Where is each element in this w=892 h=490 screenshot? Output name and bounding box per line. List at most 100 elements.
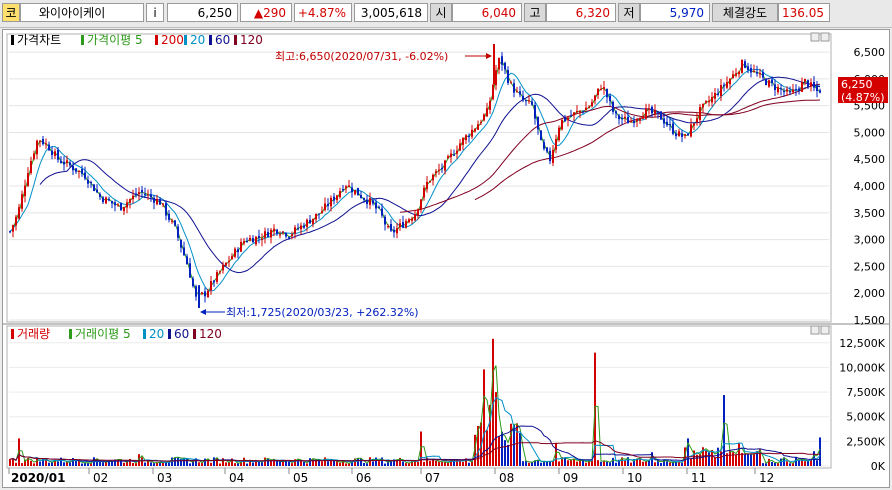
- volume-bar: [252, 462, 254, 466]
- candle-body: [291, 234, 293, 236]
- candle-body: [210, 281, 212, 291]
- candle-body: [327, 203, 329, 206]
- volume-bar: [534, 460, 536, 466]
- volume-bar: [276, 461, 278, 466]
- close-icon[interactable]: [820, 325, 830, 335]
- candle-body: [627, 116, 629, 124]
- candle-body: [261, 238, 263, 240]
- volume-bar: [264, 457, 266, 466]
- candle-body: [603, 87, 605, 90]
- candle-body: [516, 91, 518, 93]
- code-search-button[interactable]: 코: [2, 3, 20, 22]
- candle-body: [777, 87, 779, 93]
- candle-body: [624, 116, 626, 118]
- volume-bar: [309, 458, 311, 466]
- volume-bar: [579, 459, 581, 466]
- price-panel-controls[interactable]: [810, 32, 830, 42]
- volume-bar: [339, 462, 341, 466]
- volume-bar: [480, 422, 482, 466]
- volume-bar: [147, 459, 149, 466]
- info-button[interactable]: i: [146, 3, 164, 22]
- volume-bar: [720, 451, 722, 466]
- volume-bar: [231, 458, 233, 466]
- volume-bar: [501, 431, 503, 466]
- candle-body: [15, 216, 17, 226]
- candle-body: [63, 161, 65, 165]
- candle-body: [162, 203, 164, 205]
- volume-bar: [669, 462, 671, 466]
- candle-body: [546, 147, 548, 152]
- candle-body: [90, 182, 92, 184]
- volume-bar: [762, 463, 764, 466]
- volume-bar: [783, 457, 785, 466]
- volume-bar: [507, 444, 509, 466]
- candle-body: [552, 149, 554, 163]
- candle-body: [813, 82, 815, 88]
- volume-bar: [144, 462, 146, 466]
- candle-body: [621, 117, 623, 120]
- candle-body: [87, 180, 89, 184]
- volume-bar: [384, 463, 386, 466]
- high-price: 6,320: [546, 3, 616, 22]
- x-tick-label: 07: [425, 471, 440, 485]
- candle-body: [342, 189, 344, 191]
- volume-panel-controls[interactable]: [810, 325, 830, 335]
- legend-price: 가격차트: [17, 33, 61, 47]
- ma200-line: [474, 99, 821, 201]
- candle-body: [612, 101, 614, 112]
- stock-name-field[interactable]: 와이아이케이: [20, 3, 144, 22]
- vol-ma120-line: [9, 440, 821, 462]
- volume-bar: [336, 461, 338, 466]
- candle-body: [339, 191, 341, 198]
- volume-bar: [570, 459, 572, 466]
- candle-body: [195, 286, 197, 297]
- x-tick-label: 10: [627, 471, 642, 485]
- x-tick-label: 08: [499, 471, 514, 485]
- volume-bar: [441, 461, 443, 466]
- candle-body: [615, 111, 617, 114]
- volume-bar: [102, 462, 104, 466]
- y-axis-labels: 6,5006,0005,5005,0004,5004,0003,5003,000…: [839, 46, 885, 473]
- volume-bar: [600, 461, 602, 466]
- candle-body: [243, 241, 245, 244]
- candle-body: [105, 197, 107, 204]
- candle-body: [321, 211, 323, 214]
- x-tick-label: 02: [93, 471, 108, 485]
- volume-moving-averages: [9, 365, 821, 464]
- chart-area[interactable]: 6,5006,0005,5005,0004,5004,0003,5003,000…: [2, 29, 890, 488]
- candle-body: [387, 226, 389, 228]
- volume-bar: [759, 449, 761, 466]
- volume-bar: [399, 457, 401, 466]
- strength-value: 136.05: [778, 3, 830, 22]
- volume-bar: [321, 461, 323, 466]
- volume-bar: [288, 461, 290, 466]
- volume-bar: [159, 462, 161, 466]
- volume-bar: [333, 460, 335, 466]
- volume-bar: [423, 461, 425, 466]
- candle-body: [345, 186, 347, 189]
- volume-bar: [267, 459, 269, 466]
- volume-bar: [240, 462, 242, 466]
- candle-body: [336, 195, 338, 201]
- volume-bar: [216, 458, 218, 466]
- candle-body: [669, 124, 671, 126]
- volume-bar: [342, 460, 344, 466]
- candle-body: [375, 202, 377, 209]
- volume-bar: [222, 458, 224, 466]
- chart-svg[interactable]: 6,5006,0005,5005,0004,5004,0003,5003,000…: [3, 30, 889, 487]
- min-price-annotation: 최저:1,725(2020/03/23, +262.32%): [226, 306, 419, 319]
- volume-legend: 거래량 거래이평 5 20 60 120: [11, 327, 222, 341]
- candle-body: [795, 89, 797, 91]
- volume-bar: [249, 459, 251, 466]
- candle-body: [783, 91, 785, 93]
- volume-bar: [615, 462, 617, 466]
- volume-bar: [816, 460, 818, 466]
- volume-bar: [408, 463, 410, 466]
- candle-body: [492, 84, 494, 100]
- candle-body: [270, 229, 272, 238]
- minimize-icon[interactable]: [810, 32, 820, 42]
- legend-volume: 거래량: [17, 327, 50, 341]
- candle-body: [702, 103, 704, 108]
- minimize-icon[interactable]: [810, 325, 820, 335]
- close-icon[interactable]: [820, 32, 830, 42]
